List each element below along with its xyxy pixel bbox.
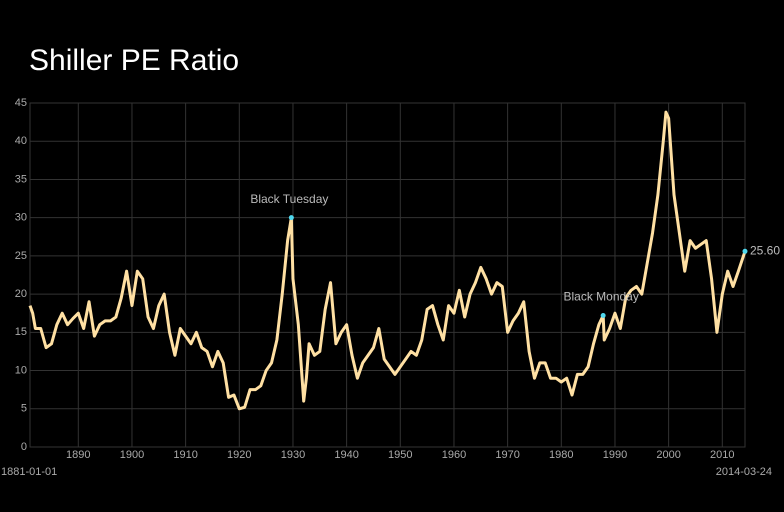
x-tick-label: 1950: [388, 449, 412, 461]
y-tick-label: 10: [15, 364, 27, 376]
x-tick-label: 1910: [173, 449, 197, 461]
y-tick-label: 5: [21, 403, 27, 415]
y-tick-label: 25: [15, 250, 27, 262]
y-tick-label: 35: [15, 173, 27, 185]
annotation-label: Black Tuesday: [250, 192, 328, 206]
x-tick-label: 1900: [120, 449, 144, 461]
x-tick-label: 1980: [549, 449, 573, 461]
x-tick-label: 2010: [710, 449, 734, 461]
y-tick-label: 40: [15, 135, 27, 147]
x-tick-label: 1930: [281, 449, 305, 461]
x-range-start: 1881-01-01: [1, 466, 57, 478]
x-tick-label: 1970: [495, 449, 519, 461]
y-tick-label: 45: [15, 97, 27, 109]
chart-title: Shiller PE Ratio: [29, 44, 239, 77]
annotation-point: [288, 215, 294, 221]
x-tick-label: 1890: [66, 449, 90, 461]
y-tick-label: 30: [15, 212, 27, 224]
y-tick-label: 20: [15, 288, 27, 300]
annotation-point: [600, 313, 606, 319]
annotation-label: 25.60: [750, 243, 780, 257]
x-range-end: 2014-03-24: [716, 466, 772, 478]
y-tick-label: 15: [15, 326, 27, 338]
x-tick-label: 1960: [442, 449, 466, 461]
annotation-label: Black Monday: [563, 290, 638, 304]
x-tick-label: 2000: [656, 449, 680, 461]
x-tick-label: 1990: [603, 449, 627, 461]
data-line: [28, 110, 747, 411]
x-tick-label: 1940: [334, 449, 358, 461]
annotation-point: [742, 248, 748, 254]
x-tick-label: 1920: [227, 449, 251, 461]
y-tick-label: 0: [21, 441, 27, 453]
